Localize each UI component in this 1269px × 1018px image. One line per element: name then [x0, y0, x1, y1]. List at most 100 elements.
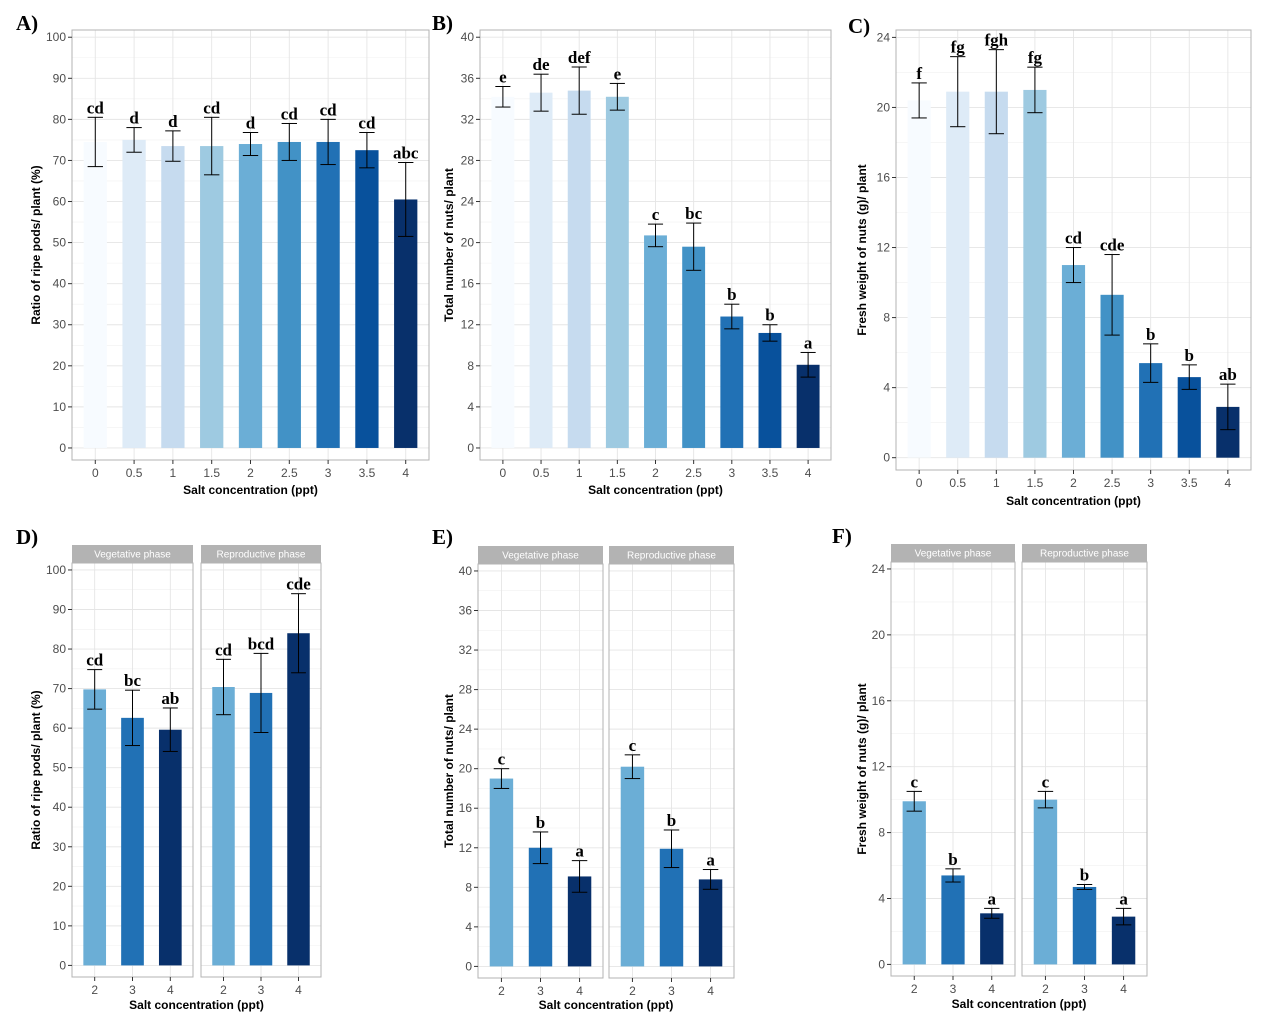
bar — [394, 199, 418, 448]
bar — [158, 729, 182, 966]
facet-strip-label: Vegetative phase — [915, 549, 992, 560]
x-tick-label: 1.5 — [609, 466, 626, 480]
bar — [277, 141, 301, 448]
significance-label: a — [575, 842, 584, 861]
y-tick-label: 8 — [878, 826, 885, 840]
significance-label: cd — [320, 100, 338, 119]
x-tick-label: 3 — [258, 983, 265, 997]
bar — [316, 141, 340, 448]
bar — [83, 689, 107, 966]
error-bar — [532, 831, 549, 865]
significance-label: c — [1042, 772, 1050, 791]
x-tick-label: 1.5 — [1027, 476, 1044, 490]
error-bar — [320, 118, 336, 166]
y-tick-label: 12 — [877, 241, 891, 255]
significance-label: a — [804, 333, 813, 352]
x-tick-label: 2 — [911, 982, 918, 996]
error-bar — [800, 351, 816, 378]
significance-label: cd — [358, 114, 376, 133]
y-axis-title: Ratio of ripe pods/ plant (%) — [29, 690, 43, 849]
bar — [528, 847, 553, 967]
bar — [567, 90, 591, 448]
significance-label: d — [168, 112, 178, 131]
significance-label: cde — [1100, 236, 1125, 255]
bar — [212, 687, 235, 966]
y-tick-label: 20 — [872, 628, 886, 642]
x-tick-label: 2 — [1042, 982, 1049, 996]
y-tick-label: 24 — [459, 722, 473, 736]
error-bar — [1065, 247, 1082, 284]
y-tick-label: 4 — [467, 400, 474, 414]
y-tick-label: 40 — [53, 277, 67, 291]
error-bar — [125, 689, 140, 747]
x-tick-label: 4 — [1225, 476, 1232, 490]
facet-strip — [609, 546, 734, 564]
x-tick-label: 2 — [629, 984, 636, 998]
y-tick-label: 30 — [53, 840, 67, 854]
x-axis-title: Salt concentration (ppt) — [588, 483, 723, 497]
bar — [980, 913, 1004, 965]
bar — [355, 150, 379, 448]
bar — [1111, 916, 1136, 965]
bar — [698, 879, 723, 967]
bar — [796, 364, 820, 448]
bar — [1216, 406, 1240, 458]
significance-label: cd — [215, 640, 233, 659]
y-tick-label: 4 — [465, 920, 472, 934]
x-tick-label: 2 — [247, 466, 254, 480]
significance-label: b — [1080, 865, 1089, 884]
y-tick-label: 12 — [461, 318, 475, 332]
y-tick-label: 28 — [459, 683, 473, 697]
panel-label: A) — [16, 11, 38, 35]
x-tick-label: 1 — [576, 466, 583, 480]
y-tick-label: 28 — [461, 153, 475, 167]
x-tick-label: 2.5 — [1104, 476, 1121, 490]
facet-strip — [201, 545, 321, 563]
error-bar — [253, 652, 269, 733]
significance-label: fg — [951, 38, 966, 57]
significance-label: b — [1146, 325, 1155, 344]
y-tick-label: 12 — [872, 760, 886, 774]
bar — [620, 766, 645, 967]
y-tick-label: 70 — [53, 153, 67, 167]
y-tick-label: 60 — [53, 195, 67, 209]
significance-label: de — [533, 55, 550, 74]
y-tick-label: 20 — [461, 236, 475, 250]
significance-label: e — [614, 64, 622, 83]
bar — [720, 316, 744, 448]
y-tick-label: 10 — [53, 919, 67, 933]
facet-strip — [891, 544, 1015, 562]
facet-strip — [72, 545, 193, 563]
y-tick-label: 40 — [459, 564, 473, 578]
y-tick-label: 24 — [872, 562, 886, 576]
error-bar — [945, 868, 961, 883]
error-bar — [242, 132, 259, 157]
bar — [249, 692, 273, 966]
bar — [121, 717, 144, 966]
facet-strip — [1022, 544, 1147, 562]
y-tick-label: 90 — [53, 603, 67, 617]
significance-label: ab — [1219, 365, 1237, 384]
error-bar — [162, 707, 178, 752]
bar — [1072, 886, 1097, 965]
significance-label: abc — [393, 143, 419, 162]
bar — [238, 144, 263, 448]
x-tick-label: 0.5 — [949, 476, 966, 490]
bar — [489, 778, 514, 967]
x-tick-label: 3 — [325, 466, 332, 480]
error-bar — [281, 122, 297, 161]
facet-2: Reproductive phase c b a 2 3 4 — [1021, 544, 1148, 996]
error-bar — [1115, 907, 1132, 926]
y-tick-label: 60 — [53, 721, 67, 735]
x-tick-label: 3 — [1081, 982, 1088, 996]
y-tick-label: 0 — [883, 451, 890, 465]
error-bar — [216, 658, 231, 716]
y-tick-label: 16 — [877, 170, 891, 184]
significance-label: cd — [203, 98, 221, 117]
x-tick-label: 4 — [576, 984, 583, 998]
y-tick-label: 50 — [53, 761, 67, 775]
bar — [1033, 799, 1058, 965]
